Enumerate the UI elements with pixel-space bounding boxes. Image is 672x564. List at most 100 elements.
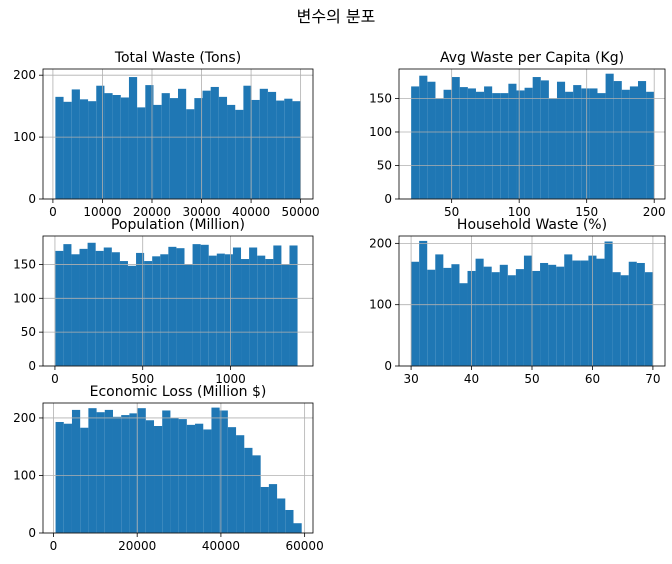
x-tick-label: 100 [508, 205, 531, 219]
histogram-bar [548, 98, 557, 199]
histogram-bar [224, 254, 233, 366]
x-tick-label: 20000 [133, 205, 171, 219]
histogram-bar [492, 93, 501, 199]
histogram-bar [459, 283, 468, 366]
histogram-bar [160, 254, 169, 366]
y-tick-label: 100 [13, 468, 36, 482]
histogram-bar [152, 256, 161, 366]
histogram-bar [211, 407, 220, 533]
histogram-bar [71, 409, 81, 533]
histogram-bar [451, 264, 460, 366]
histogram-bar [427, 269, 436, 366]
histogram-bar [136, 252, 145, 366]
histogram-bar [96, 412, 105, 533]
histogram-bar [154, 426, 163, 533]
x-tick-label: 200 [643, 205, 666, 219]
histogram-total-waste: 0 10000 20000 30000 40000 50000 0 100 200 Total W… [13, 50, 320, 219]
histogram-bar [500, 93, 509, 199]
histogram-bar [71, 89, 80, 199]
x-tick-label: 50000 [282, 205, 320, 219]
histogram-bar [257, 255, 266, 366]
histogram-bar [55, 250, 64, 366]
y-tick-label: 100 [13, 291, 36, 305]
histogram-bar [236, 435, 245, 533]
x-tick-label: 500 [131, 372, 154, 386]
histogram-bar [620, 275, 629, 366]
histogram-bar [63, 244, 72, 366]
histogram-bar [153, 104, 162, 199]
x-tick-label: 50 [524, 372, 539, 386]
histogram-bar [112, 95, 121, 199]
histogram-bar [556, 81, 566, 199]
histogram-bar [63, 423, 72, 533]
histogram-bar [411, 261, 420, 366]
x-tick-label: 20000 [118, 539, 156, 553]
histogram-bar [556, 266, 565, 366]
histogram-bar [605, 73, 614, 199]
histogram-bar [103, 247, 112, 366]
y-tick-label: 0 [384, 192, 392, 206]
subplot-title: Avg Waste per Capita (Kg) [440, 50, 624, 66]
histogram-bar [184, 264, 193, 366]
y-tick-label: 50 [21, 325, 36, 339]
x-tick-label: 30000 [182, 205, 220, 219]
histogram-bar [467, 88, 476, 199]
axes-frame [42, 235, 314, 367]
subplot-title: Economic Loss (Million $) [90, 384, 267, 400]
histogram-bar [200, 244, 209, 366]
histogram-bar [285, 509, 294, 533]
y-tick-label: 0 [28, 526, 36, 540]
histogram-bar [628, 261, 637, 366]
histogram-bar [292, 101, 301, 199]
histogram-bar [589, 88, 598, 199]
histogram-bar [210, 86, 219, 199]
histogram-bar [268, 484, 278, 533]
histogram-bar [145, 420, 155, 533]
histogram-bar [87, 242, 96, 366]
histogram-bar [597, 93, 606, 199]
histogram-bar [252, 455, 261, 533]
x-tick-label: 30 [403, 372, 418, 386]
y-tick-label: 0 [384, 359, 392, 373]
histogram-bar [629, 86, 638, 199]
histogram-bar [564, 254, 573, 366]
histogram-bar [540, 262, 549, 366]
histogram-bar [80, 427, 89, 533]
histogram-bar [276, 100, 285, 199]
histogram-bar [259, 88, 268, 199]
histogram-economic-loss: 0 20000 40000 60000 0 100 200 Economic Loss (Mi… [13, 384, 324, 553]
histogram-bar [596, 258, 605, 366]
histogram-bar [218, 96, 228, 199]
x-tick-label: 0 [51, 372, 59, 386]
histogram-bar [646, 91, 655, 199]
histogram-bar [232, 247, 242, 366]
axes-frame [42, 402, 314, 534]
histogram-bar [235, 109, 244, 199]
histogram-bar [273, 245, 282, 366]
y-tick-label: 150 [13, 257, 36, 271]
histogram-bar [79, 99, 89, 199]
histogram-bar [120, 97, 129, 199]
x-tick-label: 40 [464, 372, 479, 386]
histogram-bar [483, 266, 492, 366]
histogram-bar [621, 89, 630, 199]
histogram-bar [216, 253, 225, 366]
histogram-bar [451, 77, 460, 199]
histogram-bar [161, 93, 170, 199]
histogram-bar [192, 244, 201, 366]
x-tick-label: 50 [444, 205, 459, 219]
histogram-bar [88, 101, 97, 199]
histogram-bar [532, 77, 541, 199]
y-tick-label: 100 [369, 298, 392, 312]
histogram-bar [186, 109, 195, 199]
histogram-bar [194, 98, 203, 199]
y-tick-label: 200 [369, 236, 392, 250]
x-tick-label: 40000 [232, 205, 270, 219]
histogram-bar [548, 264, 557, 366]
y-tick-label: 150 [369, 91, 392, 105]
histogram-bar [243, 85, 252, 199]
histogram-bar [260, 486, 269, 533]
subplot-title: Household Waste (%) [457, 217, 607, 233]
y-tick-label: 200 [13, 411, 36, 425]
x-tick-label: 10000 [83, 205, 121, 219]
